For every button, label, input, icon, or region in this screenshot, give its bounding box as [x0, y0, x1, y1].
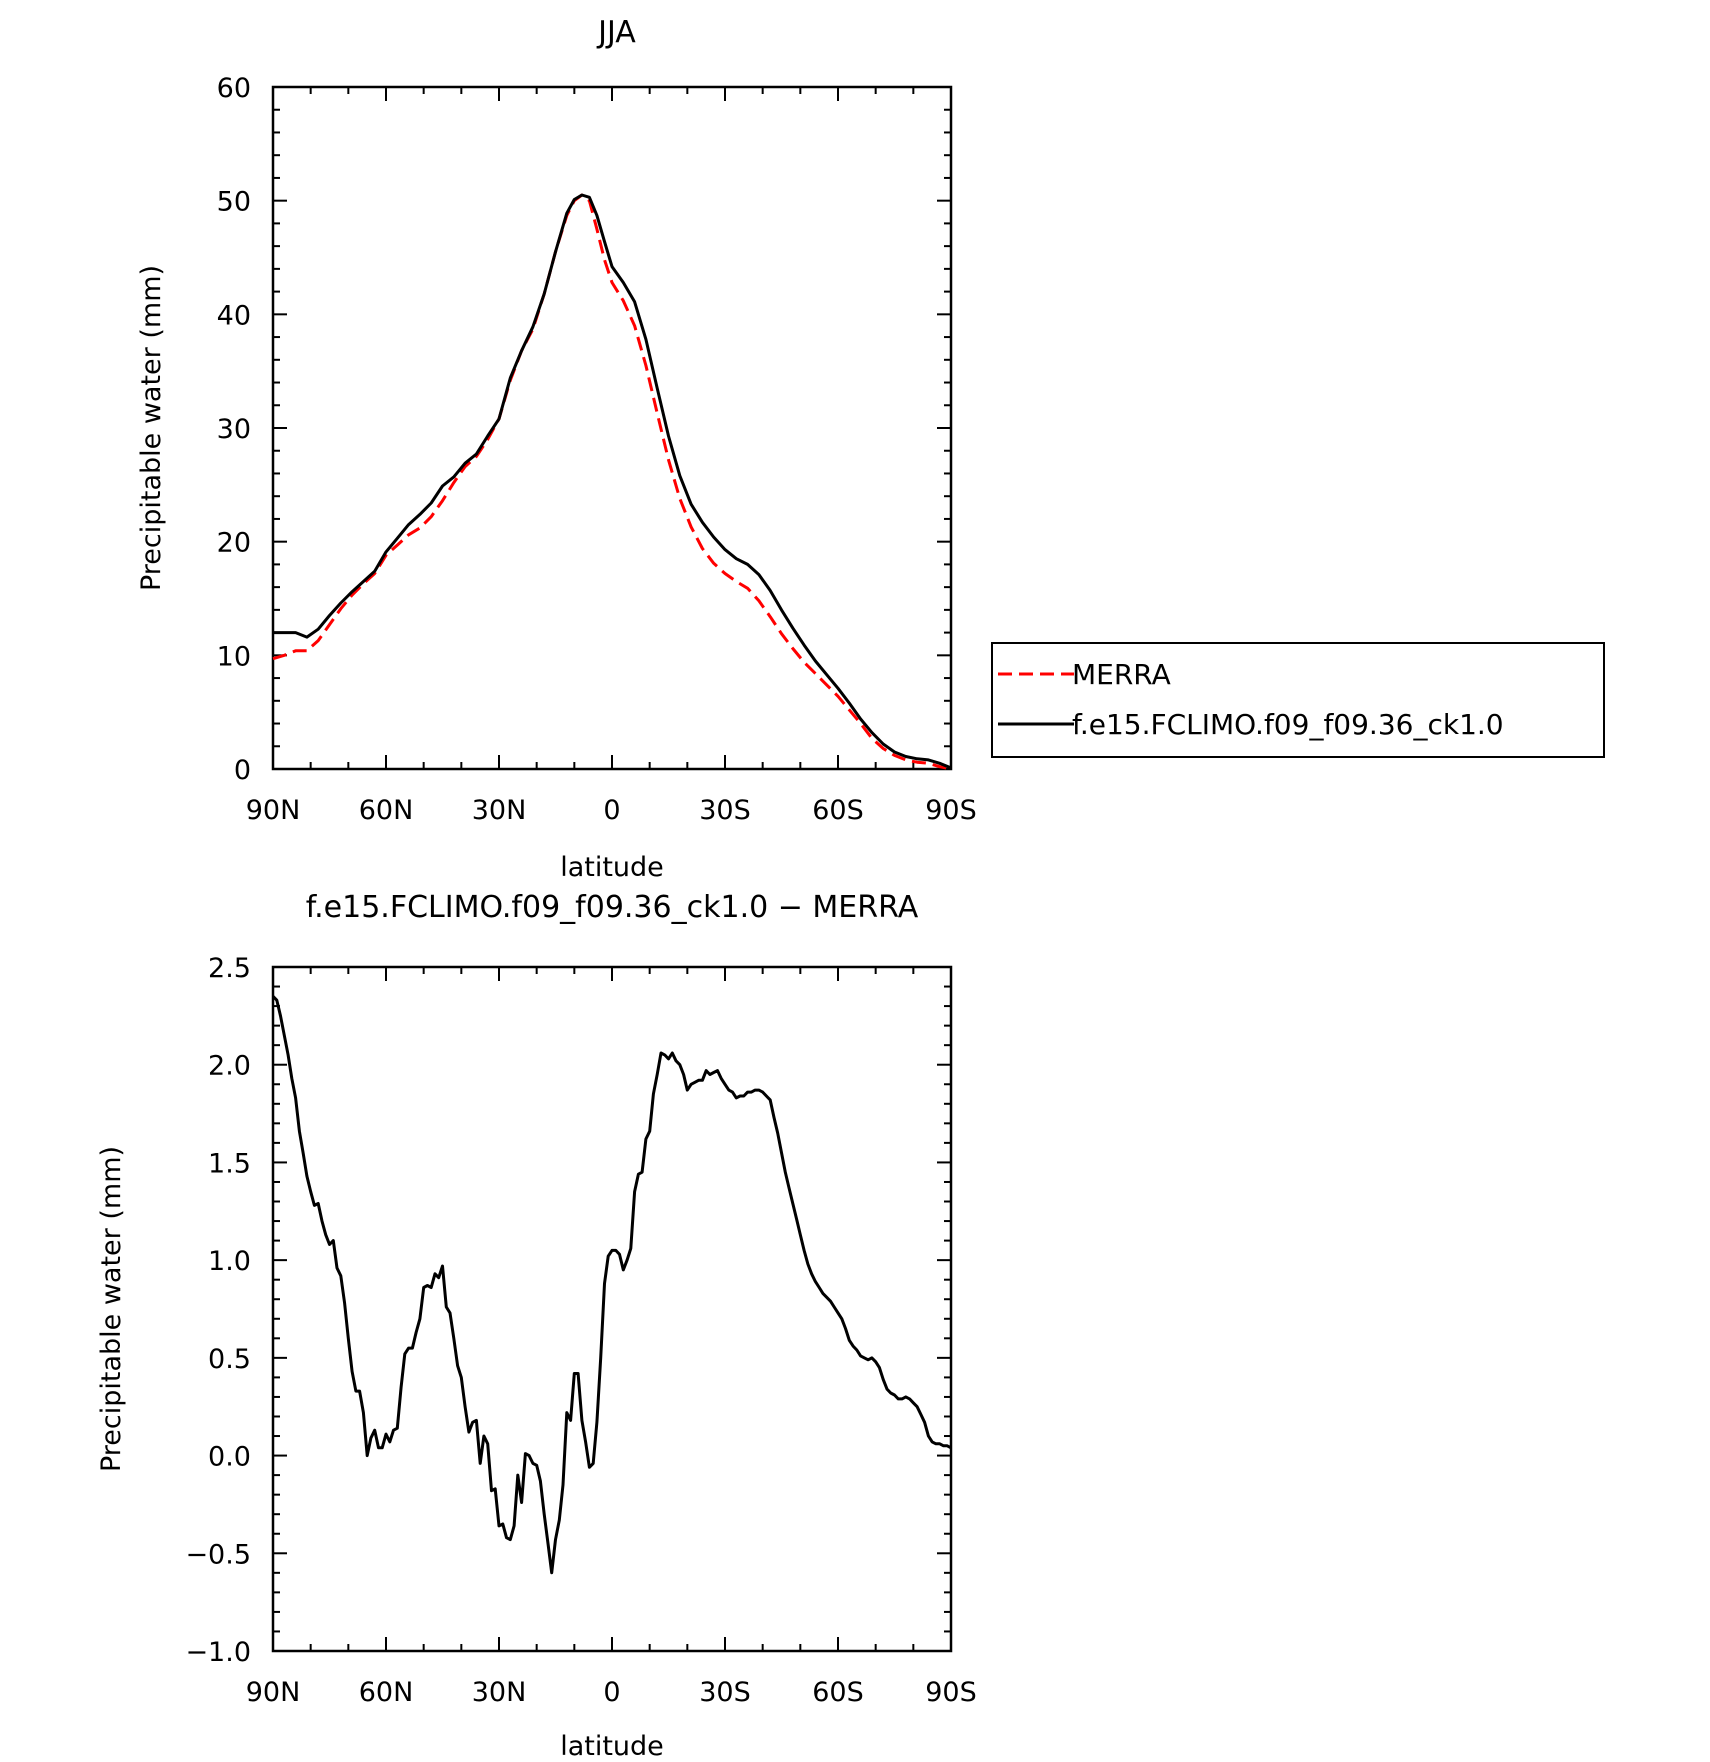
- y-axis-label: Precipitable water (mm): [96, 1146, 127, 1472]
- plot-frame: [271, 85, 953, 771]
- y-axis-label: Precipitable water (mm): [136, 265, 167, 591]
- legend-label-model: f.e15.FCLIMO.f09_f09.36_ck1.0: [1072, 708, 1504, 741]
- y-tick-label: 2.0: [208, 1051, 251, 1082]
- legend-box: [991, 642, 1605, 758]
- x-tick-label: 90N: [246, 795, 301, 826]
- x-tick-label: 60N: [359, 1677, 414, 1708]
- merra-series-line: [272, 193, 952, 771]
- y-tick-label: 10: [217, 641, 251, 672]
- x-tick-label: 30S: [699, 795, 751, 826]
- y-tick-label: 0.5: [208, 1344, 251, 1375]
- x-tick-label: 30N: [472, 1677, 527, 1708]
- y-tick-label: 1.5: [208, 1148, 251, 1179]
- model-series-line: [273, 193, 952, 770]
- y-tick-label: 30: [217, 414, 251, 445]
- legend-label-merra: MERRA: [1072, 658, 1171, 691]
- y-tick-label: −1.0: [185, 1637, 251, 1668]
- x-tick-label: 0: [603, 795, 620, 826]
- x-tick-label: 90S: [925, 1677, 977, 1708]
- x-axis-label: latitude: [560, 1731, 664, 1762]
- y-tick-label: 1.0: [208, 1246, 251, 1277]
- x-tick-label: 90N: [246, 1677, 301, 1708]
- y-tick-label: 40: [217, 300, 251, 331]
- x-tick-label: 60S: [812, 1677, 864, 1708]
- chart-title: f.e15.FCLIMO.f09_f09.36_ck1.0 − MERRA: [306, 890, 919, 925]
- plot-frame: [271, 965, 953, 1653]
- y-tick-label: 2.5: [208, 953, 251, 984]
- x-tick-label: 60S: [812, 795, 864, 826]
- y-tick-label: 50: [217, 187, 251, 218]
- x-tick-label: 0: [603, 1677, 620, 1708]
- model-series-line: [271, 995, 952, 1575]
- bottom-panel-difference-chart: f.e15.FCLIMO.f09_f09.36_ck1.0 − MERRA 90N…: [96, 890, 977, 1762]
- x-tick-label: 90S: [925, 795, 977, 826]
- y-tick-label: 20: [217, 528, 251, 559]
- top-panel-chart: JJA 90N 60N 30N 0 30S 60S 90S 0 10 20 30 40 50 60 latit…: [136, 15, 1605, 883]
- x-tick-label: 60N: [359, 795, 414, 826]
- y-tick-label: 60: [217, 73, 251, 104]
- y-tick-label: 0: [234, 755, 251, 786]
- x-tick-label: 30S: [699, 1677, 751, 1708]
- x-tick-label: 30N: [472, 795, 527, 826]
- chart-title: JJA: [596, 15, 636, 50]
- y-tick-label: 0.0: [208, 1442, 251, 1473]
- y-tick-label: −0.5: [185, 1539, 251, 1570]
- x-axis-label: latitude: [560, 852, 664, 883]
